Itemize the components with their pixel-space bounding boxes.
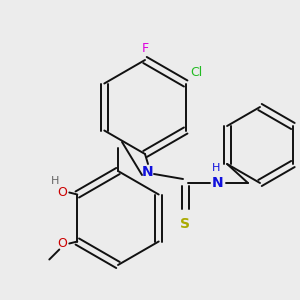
Text: O: O [57,186,67,199]
Text: N: N [212,176,224,190]
Text: Cl: Cl [191,67,203,80]
Text: N: N [142,165,154,179]
Text: H: H [51,176,59,187]
Text: S: S [180,217,190,231]
Text: H: H [212,163,220,173]
Text: F: F [141,42,148,55]
Text: O: O [57,237,67,250]
